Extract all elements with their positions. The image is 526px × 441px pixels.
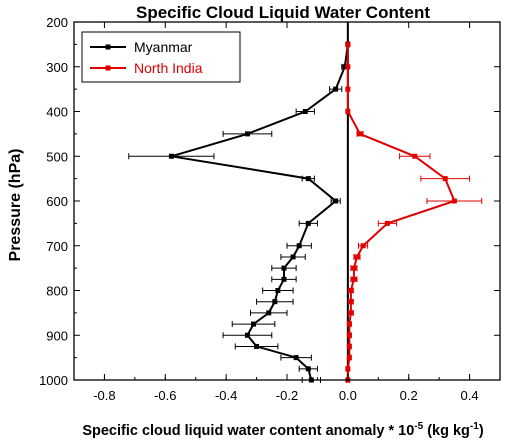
legend-label: Myanmar <box>134 39 193 55</box>
axes: -0.8 -0.6 -0.4 -0.2 0.0 0.2 0.4 200 300 400 500 600… <box>39 15 501 403</box>
data-point <box>345 41 351 47</box>
data-point <box>345 366 351 372</box>
legend-box <box>81 31 241 83</box>
data-point <box>305 220 311 226</box>
y-tick-label: 400 <box>46 105 68 120</box>
x-tick-label: 0.2 <box>400 388 418 403</box>
data-point <box>254 343 260 349</box>
series-line <box>346 44 456 380</box>
x-tick-label: 0.0 <box>339 388 357 403</box>
data-point <box>305 176 311 182</box>
data-point <box>302 109 308 114</box>
data-point <box>348 310 354 316</box>
data-point <box>272 299 278 305</box>
data-point <box>281 276 287 282</box>
series-myanmar <box>128 41 351 383</box>
data-point <box>251 321 257 327</box>
data-point <box>346 343 352 349</box>
data-point <box>348 299 354 305</box>
data-point <box>346 355 352 361</box>
legend: Myanmar North India <box>81 31 241 83</box>
data-point <box>296 243 302 249</box>
data-point <box>345 86 351 92</box>
data-point <box>451 198 457 204</box>
series-line <box>171 44 349 381</box>
data-point <box>293 355 299 361</box>
data-point <box>290 254 296 260</box>
x-tick-label: -0.2 <box>276 388 298 403</box>
y-tick-label: 700 <box>46 239 68 254</box>
plot-area <box>128 22 483 383</box>
data-point <box>281 265 287 271</box>
data-point <box>275 288 281 293</box>
data-point <box>412 153 418 159</box>
data-point <box>346 332 352 338</box>
data-point <box>342 64 348 70</box>
x-axis-label-unit-exp: -1 <box>470 421 479 432</box>
data-point <box>345 109 351 114</box>
y-tick-label: 1000 <box>39 373 68 388</box>
series-north-india <box>345 41 483 383</box>
x-tick-label: -0.4 <box>215 388 237 403</box>
data-point <box>357 131 363 137</box>
x-axis-label: Specific cloud liquid water content anom… <box>82 421 484 439</box>
x-axis-label-unit-close: ) <box>479 423 484 439</box>
data-point <box>266 310 272 316</box>
x-tick-label: -0.8 <box>93 388 115 403</box>
x-axis-label-exp: -5 <box>414 421 423 432</box>
y-tick-label: 600 <box>46 194 68 209</box>
x-tick-label: 0.4 <box>461 388 479 403</box>
legend-marker <box>105 65 111 71</box>
y-tick-label: 900 <box>46 328 68 343</box>
data-point <box>346 321 352 327</box>
data-point <box>333 86 339 92</box>
legend-marker <box>105 44 111 50</box>
data-point <box>244 332 250 338</box>
data-point <box>333 198 339 204</box>
data-point <box>351 265 357 271</box>
y-axis-label: Pressure (hPa) <box>7 149 24 262</box>
data-point <box>354 254 360 260</box>
data-point <box>244 131 250 137</box>
data-point <box>305 366 311 372</box>
data-point <box>351 276 357 282</box>
chart-title: Specific Cloud Liquid Water Content <box>136 3 430 22</box>
x-axis-label-main: Specific cloud liquid water content anom… <box>82 423 414 439</box>
y-tick-label: 500 <box>46 149 68 164</box>
data-point <box>384 220 390 226</box>
data-point <box>345 64 351 70</box>
data-point <box>348 288 354 293</box>
y-tick-label: 800 <box>46 284 68 299</box>
legend-label: North India <box>134 60 203 76</box>
x-axis-label-unit: (kg kg <box>423 423 470 439</box>
x-tick-label: -0.6 <box>154 388 176 403</box>
y-tick-label: 300 <box>46 60 68 75</box>
data-point <box>360 243 366 249</box>
y-tick-label: 200 <box>46 15 68 30</box>
data-point <box>168 153 174 159</box>
data-point <box>442 176 448 182</box>
